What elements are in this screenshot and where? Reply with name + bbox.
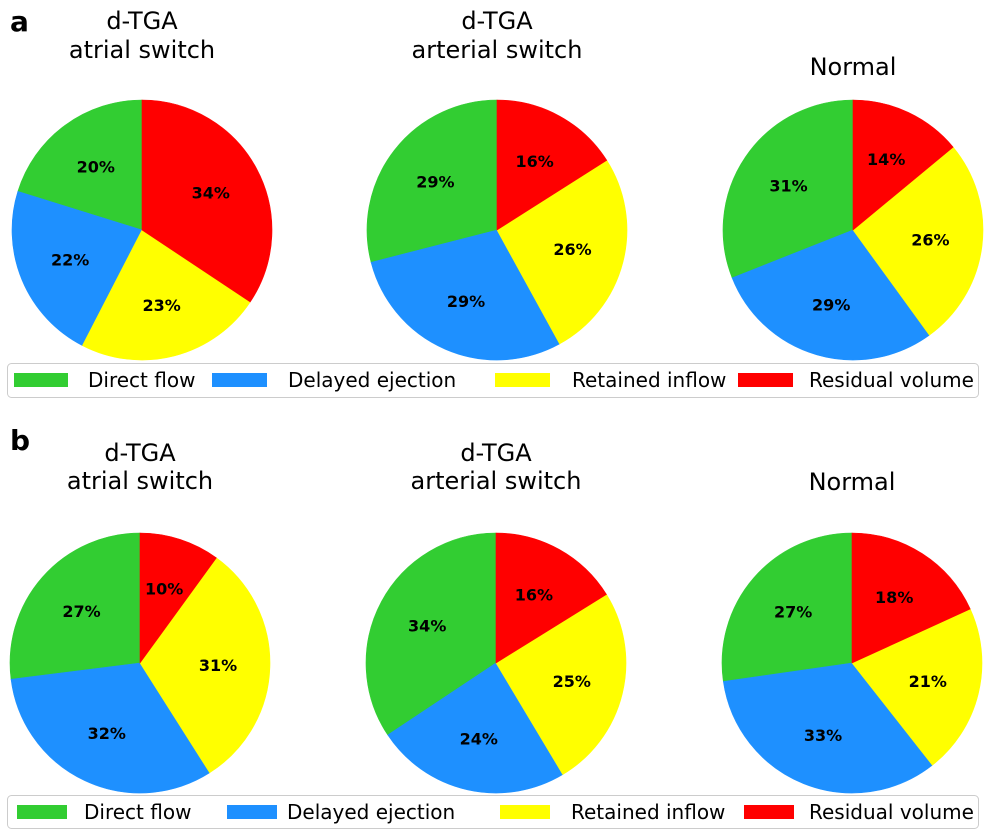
pie-slice-direct-flow bbox=[17, 99, 143, 231]
pie-percent-label: 23% bbox=[142, 296, 180, 315]
panel-label: b bbox=[10, 424, 30, 457]
panel-b: b d-TGA atrial switch d-TGA arterial swi… bbox=[7, 424, 983, 829]
pie-slice-residual-volume bbox=[495, 532, 607, 664]
pie-percent-label: 34% bbox=[408, 617, 446, 636]
pie-percent-label: 16% bbox=[515, 152, 553, 171]
legend-swatch-residual-volume bbox=[738, 373, 793, 387]
pie-chart-atrial-switch: 20% 22% 23% 34% bbox=[11, 99, 273, 361]
pie-slice-direct-flow bbox=[721, 532, 853, 682]
pie-chart-arterial-switch: 34% 24% 25% 16% bbox=[365, 532, 627, 794]
pie-percent-label: 25% bbox=[553, 672, 591, 691]
legend-swatch-delayed-ejection bbox=[212, 373, 267, 387]
pie-slice-direct-flow bbox=[9, 532, 141, 680]
pie-slice-delayed-ejection bbox=[731, 229, 930, 361]
pie-slice-delayed-ejection bbox=[11, 191, 143, 346]
pie-percent-label: 32% bbox=[88, 724, 126, 743]
pie-title-line-1: d-TGA bbox=[104, 439, 176, 467]
pie-percent-label: 31% bbox=[769, 177, 807, 196]
pie-title-line-2: atrial switch bbox=[67, 467, 213, 495]
pie-chart-normal: 31% 29% 26% 14% bbox=[722, 99, 984, 361]
legend-label-residual-volume: Residual volume bbox=[809, 368, 974, 392]
pie-slice-residual-volume bbox=[139, 532, 217, 664]
pie-percent-label: 20% bbox=[77, 158, 115, 177]
pie-slice-residual-volume bbox=[496, 99, 608, 231]
pie-percent-label: 10% bbox=[145, 579, 183, 598]
pie-percent-label: 16% bbox=[515, 585, 553, 604]
legend-label-direct-flow: Direct flow bbox=[84, 800, 191, 824]
legend: Direct flow Delayed ejection Retained in… bbox=[7, 795, 979, 829]
legend-swatch-residual-volume bbox=[744, 805, 794, 819]
pie-slice-residual-volume bbox=[851, 532, 971, 664]
pie-slice-retained-inflow bbox=[496, 159, 628, 345]
pie-slice-retained-inflow bbox=[139, 557, 271, 774]
pie-slice-retained-inflow bbox=[82, 229, 251, 361]
pie-slice-delayed-ejection bbox=[722, 662, 933, 794]
pie-percent-label: 29% bbox=[812, 295, 850, 314]
legend-swatch-retained-inflow bbox=[495, 373, 550, 387]
pie-slice-delayed-ejection bbox=[10, 662, 211, 794]
pie-title-line-1: Normal bbox=[809, 468, 896, 496]
legend-frame bbox=[7, 363, 979, 398]
pie-percent-label: 29% bbox=[416, 173, 454, 192]
pie-slice-delayed-ejection bbox=[370, 229, 561, 361]
pie-slice-direct-flow bbox=[366, 99, 498, 263]
legend-label-retained-inflow: Retained inflow bbox=[571, 800, 725, 824]
pie-title-line-1: d-TGA bbox=[461, 7, 533, 35]
pie-percent-label: 27% bbox=[774, 602, 812, 621]
pie-percent-label: 29% bbox=[447, 292, 485, 311]
pie-percent-label: 26% bbox=[553, 240, 591, 259]
legend-label-residual-volume: Residual volume bbox=[809, 800, 974, 824]
pie-slice-residual-volume bbox=[852, 99, 954, 231]
legend-label-retained-inflow: Retained inflow bbox=[572, 368, 726, 392]
pie-title-line-1: d-TGA bbox=[106, 7, 178, 35]
legend-swatch-delayed-ejection bbox=[227, 805, 277, 819]
pie-percent-label: 21% bbox=[909, 672, 947, 691]
pie-chart-arterial-switch: 29% 29% 26% 16% bbox=[366, 99, 628, 361]
pie-percent-label: 34% bbox=[192, 184, 230, 203]
pie-title-line-1: Normal bbox=[810, 53, 897, 81]
pie-slice-delayed-ejection bbox=[387, 662, 564, 794]
pie-title-line-1: d-TGA bbox=[460, 439, 532, 467]
legend-frame bbox=[7, 795, 979, 829]
legend-swatch-direct-flow bbox=[14, 373, 68, 387]
pie-title-line-2: atrial switch bbox=[69, 36, 215, 64]
pie-percent-label: 27% bbox=[62, 602, 100, 621]
pie-percent-label: 26% bbox=[911, 230, 949, 249]
pie-slice-residual-volume bbox=[141, 99, 273, 303]
pie-title-line-2: arterial switch bbox=[411, 467, 582, 495]
pie-percent-label: 31% bbox=[199, 656, 237, 675]
pie-slice-retained-inflow bbox=[852, 146, 984, 336]
pie-chart-normal: 27% 33% 21% 18% bbox=[721, 532, 983, 794]
legend-swatch-direct-flow bbox=[17, 805, 67, 819]
legend: Direct flow Delayed ejection Retained in… bbox=[7, 363, 979, 398]
pie-slice-retained-inflow bbox=[851, 608, 983, 766]
pie-chart-atrial-switch: 27% 32% 31% 10% bbox=[9, 532, 271, 794]
legend-label-direct-flow: Direct flow bbox=[88, 368, 195, 392]
pie-slice-retained-inflow bbox=[495, 594, 627, 775]
pie-percent-label: 24% bbox=[460, 730, 498, 749]
legend-label-delayed-ejection: Delayed ejection bbox=[288, 368, 456, 392]
pie-title-line-2: arterial switch bbox=[412, 36, 583, 64]
pie-percent-label: 18% bbox=[875, 588, 913, 607]
pie-slice-direct-flow bbox=[722, 99, 854, 279]
panel-label: a bbox=[10, 5, 29, 38]
pie-percent-label: 33% bbox=[804, 726, 842, 745]
pie-percent-label: 14% bbox=[867, 150, 905, 169]
pie-percent-label: 22% bbox=[51, 251, 89, 270]
legend-swatch-retained-inflow bbox=[500, 805, 550, 819]
panel-a: a d-TGA atrial switch d-TGA arterial swi… bbox=[7, 5, 984, 398]
legend-label-delayed-ejection: Delayed ejection bbox=[287, 800, 455, 824]
